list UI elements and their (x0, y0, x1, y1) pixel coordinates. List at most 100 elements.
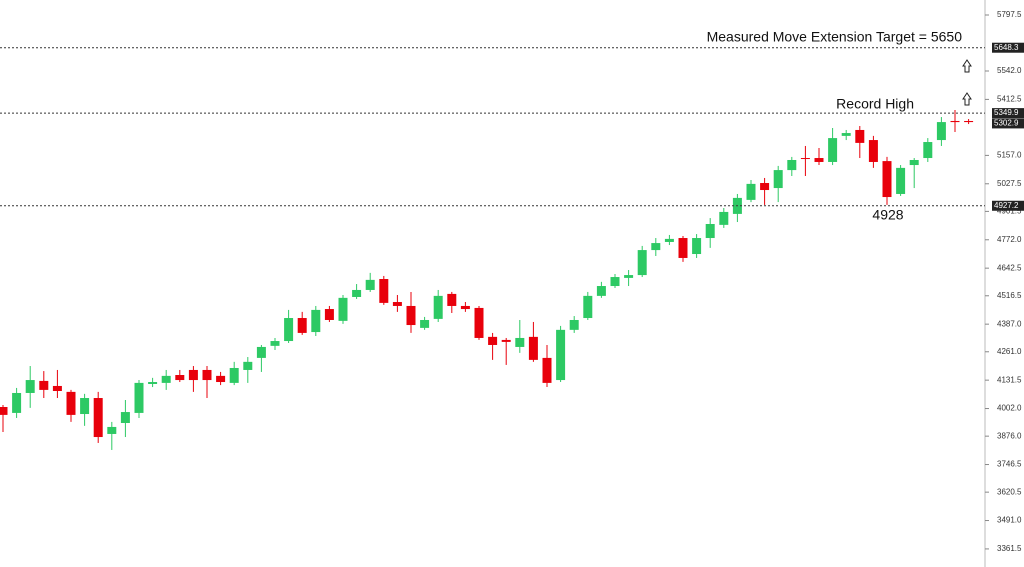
y-tick-label: 5542.0 (997, 66, 1022, 75)
candle-body (80, 398, 90, 415)
candle-body (270, 341, 280, 346)
y-tick-label: 4002.0 (997, 404, 1022, 413)
candle-body (855, 129, 865, 143)
candle-body (284, 318, 294, 342)
candle-body (66, 391, 76, 415)
candle-body (542, 357, 552, 383)
candle-body (651, 243, 661, 251)
price-label: 5302.9 (994, 119, 1019, 128)
candle-body (705, 223, 715, 239)
candle-body (950, 120, 960, 123)
y-tick-label: 5157.0 (997, 151, 1022, 160)
candle-body (25, 380, 35, 393)
y-tick-label: 4642.5 (997, 263, 1022, 272)
y-tick-label: 3876.0 (997, 431, 1022, 440)
candle-body (392, 302, 402, 306)
annotation: 4928 (872, 207, 903, 223)
price-label-box (992, 42, 1024, 53)
candle-body (52, 385, 62, 392)
candle-body (338, 297, 348, 321)
candle-body (719, 211, 729, 225)
price-label: 5349.9 (994, 108, 1019, 117)
candle-body (420, 319, 430, 328)
candle-body (324, 309, 334, 320)
candle-body (882, 161, 892, 198)
candle-body (773, 170, 783, 189)
candle-body (12, 392, 22, 413)
candle-body (148, 382, 158, 384)
annotation: Record High (836, 96, 914, 112)
y-tick-label: 4516.5 (997, 291, 1022, 300)
candle-body (501, 339, 511, 342)
y-tick-label: 3491.0 (997, 516, 1022, 525)
candle-body (256, 346, 266, 358)
candle-body (528, 336, 538, 360)
price-label-box (992, 200, 1024, 211)
candle-body (760, 183, 770, 191)
candle-body (134, 382, 144, 413)
price-label: 5648.3 (994, 43, 1019, 52)
candle-body (107, 426, 117, 434)
arrow-up (962, 92, 972, 106)
candle-body (596, 286, 606, 296)
candle-body (488, 336, 498, 345)
candle-body (678, 238, 688, 258)
y-tick-label: 3620.5 (997, 487, 1022, 496)
y-tick-label: 5412.5 (997, 95, 1022, 104)
annotation: Measured Move Extension Target = 5650 (707, 29, 963, 45)
y-tick-label: 5027.5 (997, 179, 1022, 188)
candle-body (923, 142, 933, 159)
candle-body (433, 295, 443, 319)
candle-body (637, 250, 647, 276)
candle-body (610, 277, 620, 287)
candle-body (624, 275, 634, 278)
candle-body (828, 138, 838, 162)
candle-body (746, 183, 756, 200)
candle-body (188, 369, 198, 381)
candle-body (0, 407, 8, 415)
candle-body (406, 305, 416, 326)
candle-body (515, 337, 525, 347)
candle-body (311, 309, 321, 333)
y-tick-label: 4261.0 (997, 347, 1022, 356)
candle-body (787, 159, 797, 171)
candle-body (120, 412, 130, 424)
candle-body (692, 238, 702, 255)
candle-body (841, 133, 851, 136)
candle-body (202, 369, 212, 381)
candle-body (161, 375, 171, 383)
candle-body (569, 319, 579, 330)
price-label-box (992, 118, 1024, 129)
arrow-up (962, 59, 972, 73)
y-tick-label: 4131.5 (997, 375, 1022, 384)
candle-body (365, 279, 375, 290)
y-tick-label: 5797.5 (997, 10, 1022, 19)
candle-body (379, 279, 389, 303)
candle-body (868, 140, 878, 162)
candle-body (297, 318, 307, 333)
candle-body (474, 307, 484, 338)
candle-body (556, 329, 566, 381)
candle-body (814, 158, 824, 162)
candle-body (352, 289, 362, 297)
y-tick-label: 4901.5 (997, 207, 1022, 216)
candle-body (460, 305, 470, 310)
y-tick-label: 4387.0 (997, 319, 1022, 328)
candle-body (896, 167, 906, 194)
y-tick-label: 3746.5 (997, 460, 1022, 469)
candle-body (800, 158, 810, 160)
candle-body (664, 238, 674, 242)
candle-body (93, 398, 103, 438)
candle-body (175, 375, 185, 381)
candle-body (964, 120, 974, 123)
candle-body (583, 295, 593, 319)
y-tick-label: 4772.0 (997, 235, 1022, 244)
candle-body (39, 380, 49, 390)
candle-body (909, 159, 919, 166)
candle-body (216, 375, 226, 383)
y-tick-label: 3361.5 (997, 544, 1022, 553)
price-label-box (992, 108, 1024, 119)
price-label: 4927.2 (994, 201, 1019, 210)
